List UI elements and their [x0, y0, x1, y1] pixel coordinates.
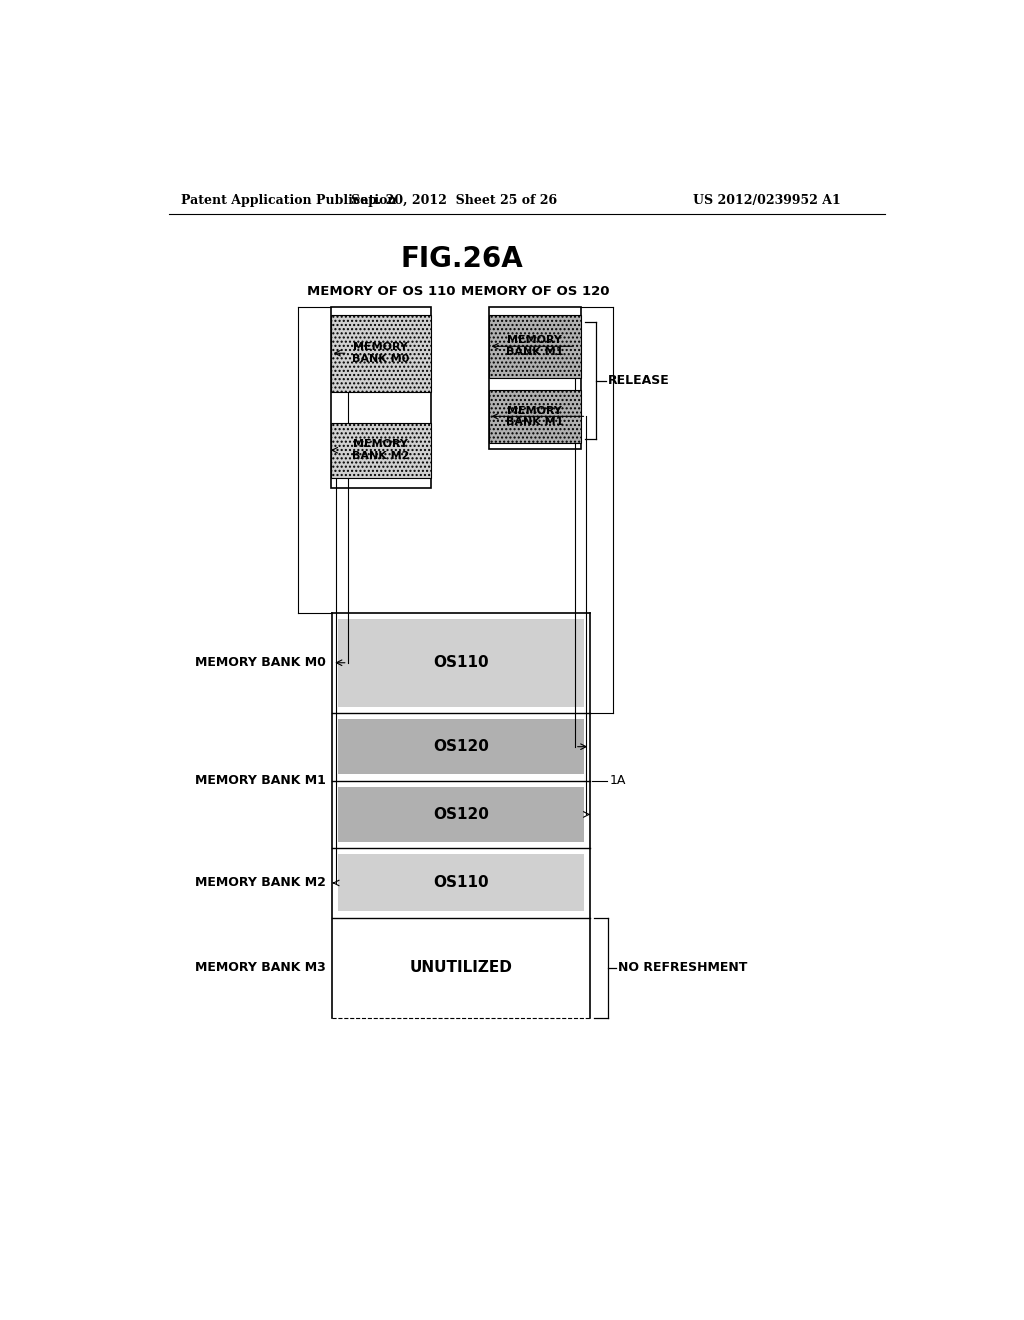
Text: OS120: OS120 — [433, 739, 489, 754]
Bar — [339, 787, 584, 842]
Bar — [488, 308, 581, 449]
Text: MEMORY
BANK M0: MEMORY BANK M0 — [352, 342, 410, 364]
Text: MEMORY OF OS 120: MEMORY OF OS 120 — [461, 285, 609, 298]
Text: RELEASE: RELEASE — [608, 374, 670, 387]
Text: FIG.26A: FIG.26A — [400, 244, 523, 272]
Text: Patent Application Publication: Patent Application Publication — [180, 194, 396, 207]
Text: MEMORY BANK M3: MEMORY BANK M3 — [196, 961, 326, 974]
Bar — [339, 619, 584, 706]
Text: 1A: 1A — [609, 774, 626, 787]
Bar — [331, 314, 431, 392]
Text: MEMORY
BANK M2: MEMORY BANK M2 — [352, 440, 410, 461]
Text: MEMORY
BANK M1: MEMORY BANK M1 — [506, 405, 563, 428]
Text: OS110: OS110 — [433, 875, 489, 891]
Text: US 2012/0239952 A1: US 2012/0239952 A1 — [692, 194, 841, 207]
Text: OS110: OS110 — [433, 655, 489, 671]
Text: Sep. 20, 2012  Sheet 25 of 26: Sep. 20, 2012 Sheet 25 of 26 — [351, 194, 557, 207]
Text: MEMORY BANK M2: MEMORY BANK M2 — [196, 876, 326, 890]
Text: NO REFRESHMENT: NO REFRESHMENT — [617, 961, 748, 974]
Text: MEMORY BANK M1: MEMORY BANK M1 — [196, 774, 326, 787]
Text: MEMORY
BANK M1: MEMORY BANK M1 — [506, 335, 563, 358]
Text: MEMORY OF OS 110: MEMORY OF OS 110 — [306, 285, 455, 298]
Bar — [488, 391, 581, 442]
Text: UNUTILIZED: UNUTILIZED — [410, 960, 513, 975]
Text: MEMORY BANK M0: MEMORY BANK M0 — [196, 656, 326, 669]
Bar — [331, 308, 431, 488]
Bar — [488, 314, 581, 378]
Bar — [339, 854, 584, 911]
Text: OS120: OS120 — [433, 807, 489, 822]
Bar — [339, 719, 584, 775]
Bar — [331, 422, 431, 478]
